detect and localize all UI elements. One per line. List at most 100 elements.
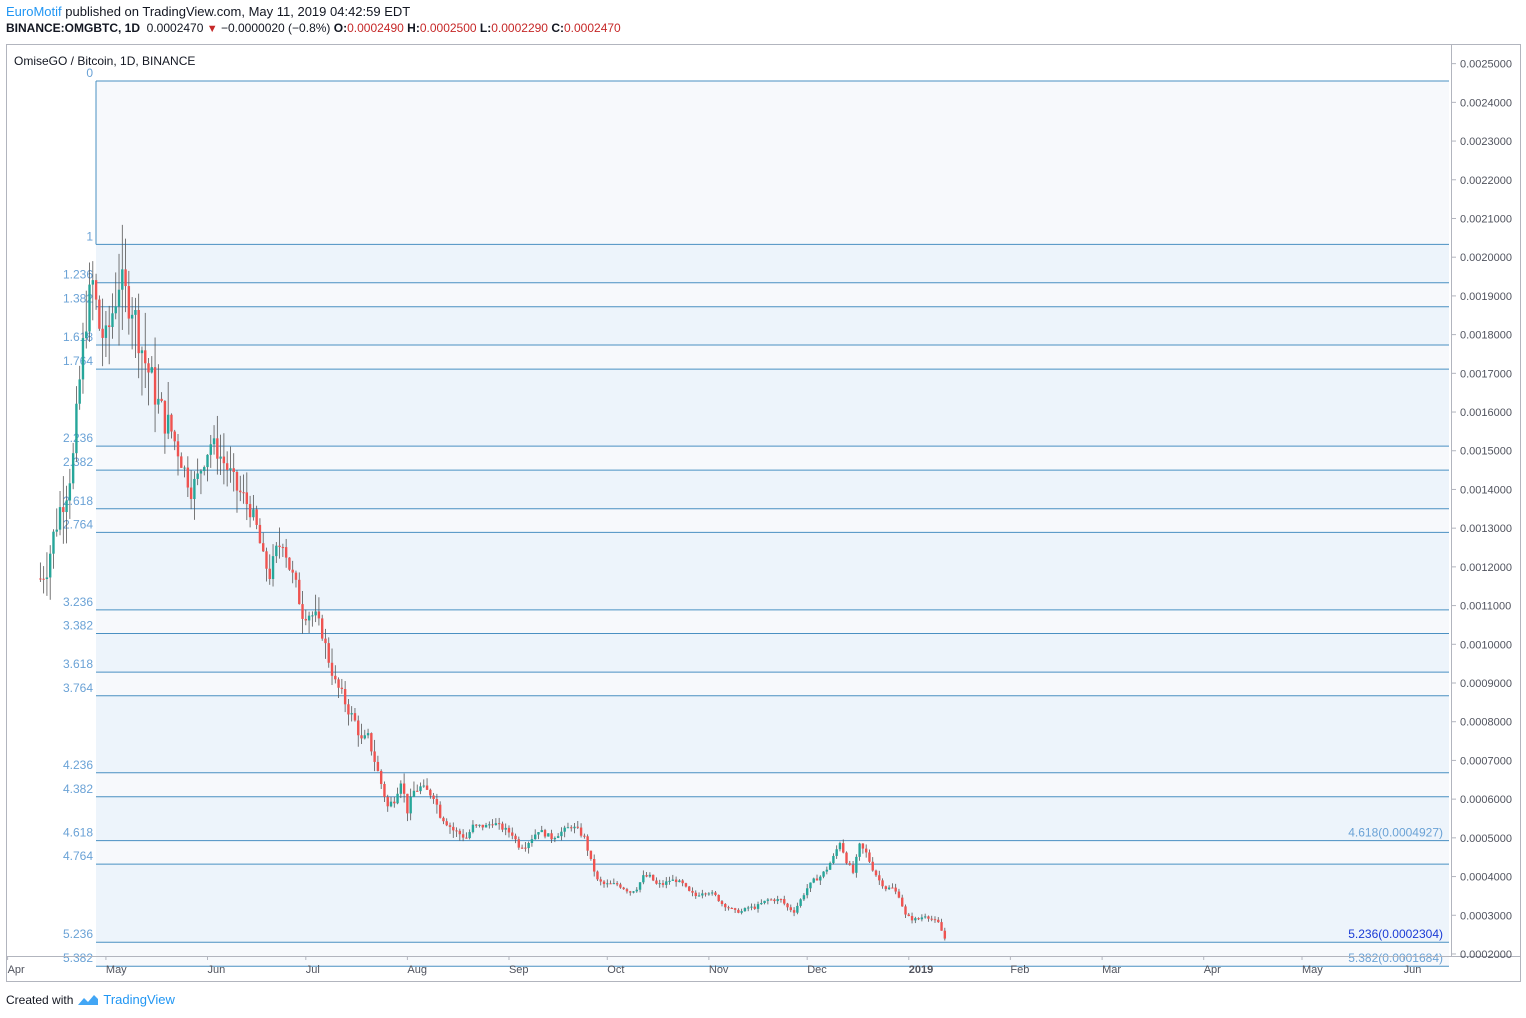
candle-body [107, 325, 111, 328]
high-label: H: [407, 21, 420, 35]
symbol-label: BINANCE:OMGBTC, 1D [6, 21, 140, 35]
candle-body [130, 314, 134, 319]
candle-body [530, 839, 534, 844]
candle-body [212, 438, 216, 445]
candle-body [68, 483, 72, 501]
candle-body [789, 907, 793, 911]
candle-body [88, 284, 91, 332]
candle-body [923, 916, 927, 918]
chart-frame [6, 44, 1521, 982]
candle-body [547, 833, 550, 837]
candle-body [62, 507, 65, 513]
fib-level-label: 1.618 [63, 330, 93, 344]
candle-body [701, 893, 704, 896]
fib-band [96, 633, 1449, 673]
candle-body [229, 468, 232, 470]
candle-body [180, 456, 183, 468]
chart-title: OmiseGO / Bitcoin, 1D, BINANCE [14, 54, 195, 68]
candle-body [884, 886, 888, 890]
candle-body [137, 310, 140, 354]
time-tick-label: Sep [509, 964, 529, 976]
candle-body [327, 643, 330, 663]
fib-level-label: 3.618 [63, 657, 93, 671]
candle-body [592, 859, 596, 872]
candle-body [81, 338, 85, 380]
candle-body [684, 883, 688, 887]
fib-band [96, 695, 1449, 773]
candle-body [579, 827, 583, 836]
candle-body [383, 783, 386, 797]
candle-body [163, 400, 167, 434]
candle-body [894, 887, 897, 892]
fib-level-label: 1 [86, 229, 93, 243]
candle-body [907, 914, 910, 917]
candle-body [543, 830, 547, 837]
candle-body [881, 880, 884, 887]
candle-body [796, 905, 799, 913]
candle-body [442, 817, 445, 822]
candle-body [527, 843, 530, 849]
price-tick-label: 0.0021000 [1460, 213, 1512, 225]
price-tick-label: 0.0018000 [1460, 330, 1512, 342]
candle-body [288, 557, 291, 570]
candle-body [255, 509, 258, 525]
price-tick-label: 0.0004000 [1460, 872, 1512, 884]
candle-body [291, 569, 294, 573]
candle-body [570, 827, 573, 829]
time-tick-label: Nov [709, 964, 729, 976]
fib-price-label: 5.236(0.0002304) [1348, 927, 1443, 941]
price-axis[interactable]: 0.0025000 0.0024000 0.0023000 0.0022000 0.00… [1451, 59, 1512, 961]
candle-body [642, 875, 645, 883]
candle-body [412, 790, 416, 797]
candle-body [39, 578, 42, 580]
price-tick-label: 0.0006000 [1460, 794, 1512, 806]
candle-body [910, 916, 914, 921]
fibonacci-extension[interactable]: 011.2361.3821.6181.7642.2362.3822.6182.7… [63, 66, 1449, 967]
candle-body [678, 880, 681, 883]
candle-body [455, 830, 458, 832]
tradingview-logo-icon [78, 994, 99, 1005]
candle-body [471, 824, 475, 833]
candle-body [484, 824, 488, 828]
candle-body [248, 504, 252, 518]
candle-body [465, 837, 468, 839]
candle-body [874, 870, 878, 876]
candle-body [750, 906, 753, 908]
candle-body [727, 907, 730, 909]
tradingview-brand-link[interactable]: TradingView [103, 992, 175, 1007]
candle-body [566, 827, 570, 829]
candle-body [271, 556, 275, 580]
candle-body [98, 299, 101, 329]
candle-body [776, 899, 779, 902]
candle-body [681, 880, 684, 884]
candle-body [920, 917, 924, 920]
candle-body [586, 836, 589, 851]
candle-body [730, 908, 734, 910]
candle-body [553, 837, 557, 840]
candle-body [747, 907, 750, 909]
candle-body [573, 826, 576, 829]
candle-body [203, 467, 206, 472]
candle-body [792, 910, 796, 913]
close-value: 0.0002470 [564, 21, 621, 35]
time-axis[interactable]: Apr May Jun Jul Aug Sep Oct Nov Dec 2019 Feb Mar Apr… [7, 956, 1422, 976]
candle-body [832, 855, 835, 864]
candle-body [671, 879, 675, 881]
candle-body [812, 878, 815, 883]
candle-body [258, 524, 262, 544]
candle-body [511, 832, 514, 836]
author-link[interactable]: EuroMotif [6, 4, 62, 19]
fib-level-label: 2.236 [63, 431, 93, 445]
candle-body [409, 796, 412, 814]
fib-band [96, 532, 1449, 610]
candle-body [393, 801, 396, 804]
price-tick-label: 0.0024000 [1460, 97, 1512, 109]
candle-body [537, 832, 540, 835]
candle-body [468, 832, 471, 839]
candle-body [697, 895, 701, 897]
time-tick-label: Feb [1010, 964, 1029, 976]
candle-body [625, 889, 629, 892]
price-tick-label: 0.0025000 [1460, 59, 1512, 71]
candle-body [602, 881, 606, 885]
